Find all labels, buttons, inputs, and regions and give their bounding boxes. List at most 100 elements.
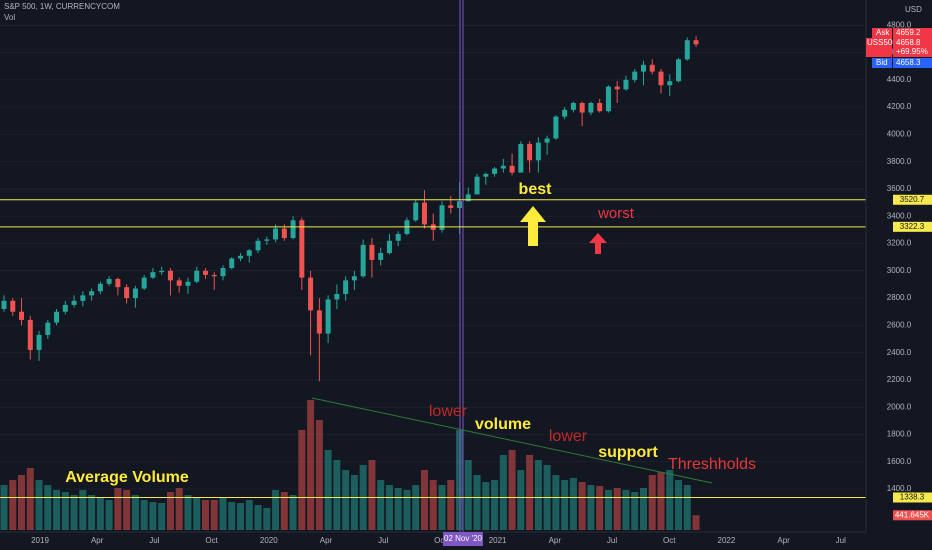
- candle-body: [159, 270, 165, 273]
- y-tick-label: 3400.0: [887, 211, 912, 220]
- grid: [0, 24, 866, 490]
- volume-bar: [280, 492, 288, 530]
- candle-body: [325, 299, 331, 334]
- x-tick-label: Apr: [549, 536, 562, 545]
- candle-body: [658, 71, 664, 86]
- level-value: 1338.3: [900, 493, 925, 502]
- crosshair-date: 02 Nov '20: [444, 534, 483, 543]
- candle-body: [343, 280, 349, 294]
- annotation: best: [519, 181, 553, 198]
- volume-bar: [61, 492, 69, 530]
- volume-bar: [420, 470, 428, 530]
- x-tick-label: Apr: [91, 536, 104, 545]
- y-tick-label: 4400.0: [887, 75, 912, 84]
- y-tick-label: 1800.0: [887, 430, 912, 439]
- volume-bar: [237, 503, 245, 530]
- candle-body: [684, 40, 690, 60]
- bid-tag: [872, 58, 892, 68]
- volume-bar: [53, 490, 61, 530]
- candle-body: [19, 311, 25, 320]
- candle-body: [167, 270, 173, 281]
- x-tick-label: Oct: [663, 536, 676, 545]
- y-tick-label: 3000.0: [887, 266, 912, 275]
- y-tick-label: 1600.0: [887, 457, 912, 466]
- volume-bar: [0, 485, 8, 530]
- volume-pane: [0, 400, 700, 530]
- candle-body: [176, 280, 182, 286]
- candle-body: [614, 86, 620, 90]
- volume-bar: [96, 498, 104, 530]
- price-axis: [866, 0, 932, 550]
- candle-body: [527, 143, 533, 161]
- y-tick-label: 3600.0: [887, 184, 912, 193]
- volume-bar: [105, 500, 113, 530]
- volume-bar: [263, 508, 271, 530]
- candle-body: [54, 311, 60, 323]
- candle-body: [667, 81, 673, 86]
- candle-body: [386, 240, 392, 254]
- candle-body: [36, 334, 42, 350]
- volume-bar: [140, 500, 148, 530]
- volume-bar: [18, 475, 26, 530]
- candle-body: [220, 268, 226, 277]
- chart-title: S&P 500, 1W, CURRENCYCOM: [4, 2, 120, 11]
- candle-body: [106, 278, 112, 284]
- candle-body: [10, 300, 16, 312]
- candle-body: [351, 276, 357, 281]
- candle-body: [553, 116, 559, 139]
- candle-body: [518, 143, 524, 173]
- volume-bar: [254, 505, 262, 530]
- candle-body: [465, 194, 471, 202]
- candle-body: [483, 173, 489, 177]
- volume-bar: [561, 480, 569, 530]
- candle-body: [676, 59, 682, 82]
- volume-bar: [482, 482, 490, 530]
- volume-bar: [526, 455, 534, 530]
- y-tick-label: 2000.0: [887, 402, 912, 411]
- x-tick-label: Oct: [205, 536, 218, 545]
- volume-bar: [333, 460, 341, 530]
- candle-body: [281, 228, 287, 239]
- candle-body: [308, 277, 314, 311]
- volume-bar: [429, 480, 437, 530]
- bid-label: Bid: [876, 58, 888, 67]
- volume-bar: [70, 495, 78, 530]
- y-axis: 4800.04600.04400.04200.04000.03800.03600…: [887, 20, 912, 493]
- volume-bar: [88, 495, 96, 530]
- candle-body: [71, 300, 77, 305]
- volume-bar: [648, 475, 656, 530]
- y-tick-label: 2400.0: [887, 348, 912, 357]
- candle-body: [562, 109, 568, 117]
- volume-bar: [175, 488, 183, 530]
- candle-body: [185, 281, 191, 286]
- volume-bar: [552, 475, 560, 530]
- volume-bar: [184, 495, 192, 530]
- candle-body: [369, 244, 375, 260]
- candle-body: [509, 165, 515, 173]
- volume-bar: [35, 480, 43, 530]
- levels: [0, 199, 866, 498]
- candle-body: [570, 102, 576, 110]
- x-axis: 2019 Apr Jul Oct 2020 Apr Jul Oct 2021 Apr Jul Oct 2…: [31, 536, 846, 545]
- volume-bar: [26, 468, 34, 530]
- volume-bar: [166, 492, 174, 530]
- volume-bar: [219, 498, 227, 530]
- x-tick-label: 2019: [31, 536, 49, 545]
- volume-bar: [447, 480, 455, 530]
- symbol: USS500: [867, 38, 897, 47]
- volume-bar: [342, 470, 350, 530]
- volume-bar: [683, 485, 691, 530]
- bid-tag: [893, 58, 932, 68]
- volume-bar: [350, 475, 358, 530]
- volume-bar: [403, 490, 411, 530]
- candle-body: [89, 291, 95, 296]
- last-tag: [893, 38, 932, 57]
- candle-body: [211, 274, 217, 277]
- volume-bar: [596, 486, 604, 530]
- ask-label: Ask: [876, 28, 890, 37]
- volume-bar: [307, 400, 315, 530]
- y-tick-label: 3800.0: [887, 157, 912, 166]
- x-tick-label: Jul: [607, 536, 617, 545]
- last-value: 4658.8: [896, 38, 921, 47]
- candle-body: [45, 322, 51, 335]
